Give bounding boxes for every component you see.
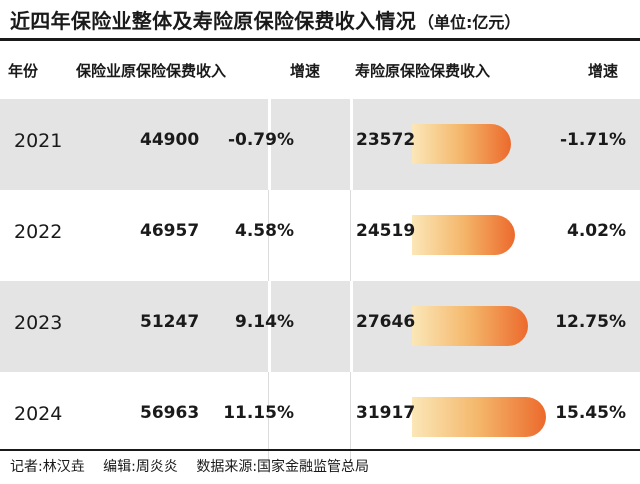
cell-life: 27646 <box>356 312 416 332</box>
cell-total-growth: 4.58% <box>235 221 294 241</box>
life-premium-bar <box>412 397 546 437</box>
cell-total-growth: 9.14% <box>235 312 294 332</box>
header-total: 保险业原保险保费收入 <box>76 62 227 80</box>
footer: 记者:林汉垚 编辑:周炎炎 数据来源:国家金融监管总局 <box>10 456 383 476</box>
cell-total: 46957 <box>140 221 200 241</box>
cell-total: 44900 <box>140 130 200 150</box>
footer-editor: 编辑:周炎炎 <box>103 459 178 475</box>
header-year: 年份 <box>8 62 39 80</box>
cell-total: 56963 <box>140 403 200 423</box>
cell-year: 2023 <box>14 312 63 334</box>
cell-year: 2022 <box>14 221 63 243</box>
column-separator <box>268 99 271 190</box>
column-separator <box>268 190 269 281</box>
footer-reporter: 记者:林汉垚 <box>10 459 85 475</box>
header-total-growth: 增速 <box>290 62 321 80</box>
footer-source: 数据来源:国家金融监管总局 <box>196 459 370 475</box>
column-separator <box>350 372 351 463</box>
cell-life-growth: 15.45% <box>555 403 626 423</box>
top-rule <box>0 38 640 41</box>
header-life: 寿险原保险保费收入 <box>355 62 491 80</box>
cell-total-growth: 11.15% <box>223 403 294 423</box>
cell-life-growth: -1.71% <box>559 130 626 150</box>
cell-life: 31917 <box>356 403 416 423</box>
cell-total: 51247 <box>140 312 200 332</box>
life-premium-bar <box>412 306 528 346</box>
unit-label: （单位:亿元） <box>418 13 521 32</box>
header-life-growth: 增速 <box>588 62 619 80</box>
column-separator <box>268 372 269 463</box>
column-separator <box>350 281 353 372</box>
column-separator <box>350 99 353 190</box>
cell-life-growth: 4.02% <box>567 221 626 241</box>
life-premium-bar <box>412 215 515 255</box>
chart-title: 近四年保险业整体及寿险原保险保费收入情况 （单位:亿元） <box>10 6 635 36</box>
cell-life: 23572 <box>356 130 416 150</box>
column-separator <box>350 190 351 281</box>
bottom-rule <box>0 449 640 451</box>
cell-year: 2021 <box>14 130 63 152</box>
cell-life-growth: 12.75% <box>555 312 626 332</box>
life-premium-bar <box>412 124 511 164</box>
column-separator <box>268 281 271 372</box>
cell-year: 2024 <box>14 403 63 425</box>
table-row: 2024 56963 11.15% 31917 15.45% <box>0 372 640 463</box>
cell-total-growth: -0.79% <box>227 130 294 150</box>
title-text: 近四年保险业整体及寿险原保险保费收入情况 <box>10 9 416 33</box>
table-row: 2021 44900 -0.79% 23572 -1.71% <box>0 99 640 190</box>
table-row: 2023 51247 9.14% 27646 12.75% <box>0 281 640 372</box>
cell-life: 24519 <box>356 221 416 241</box>
table-row: 2022 46957 4.58% 24519 4.02% <box>0 190 640 281</box>
